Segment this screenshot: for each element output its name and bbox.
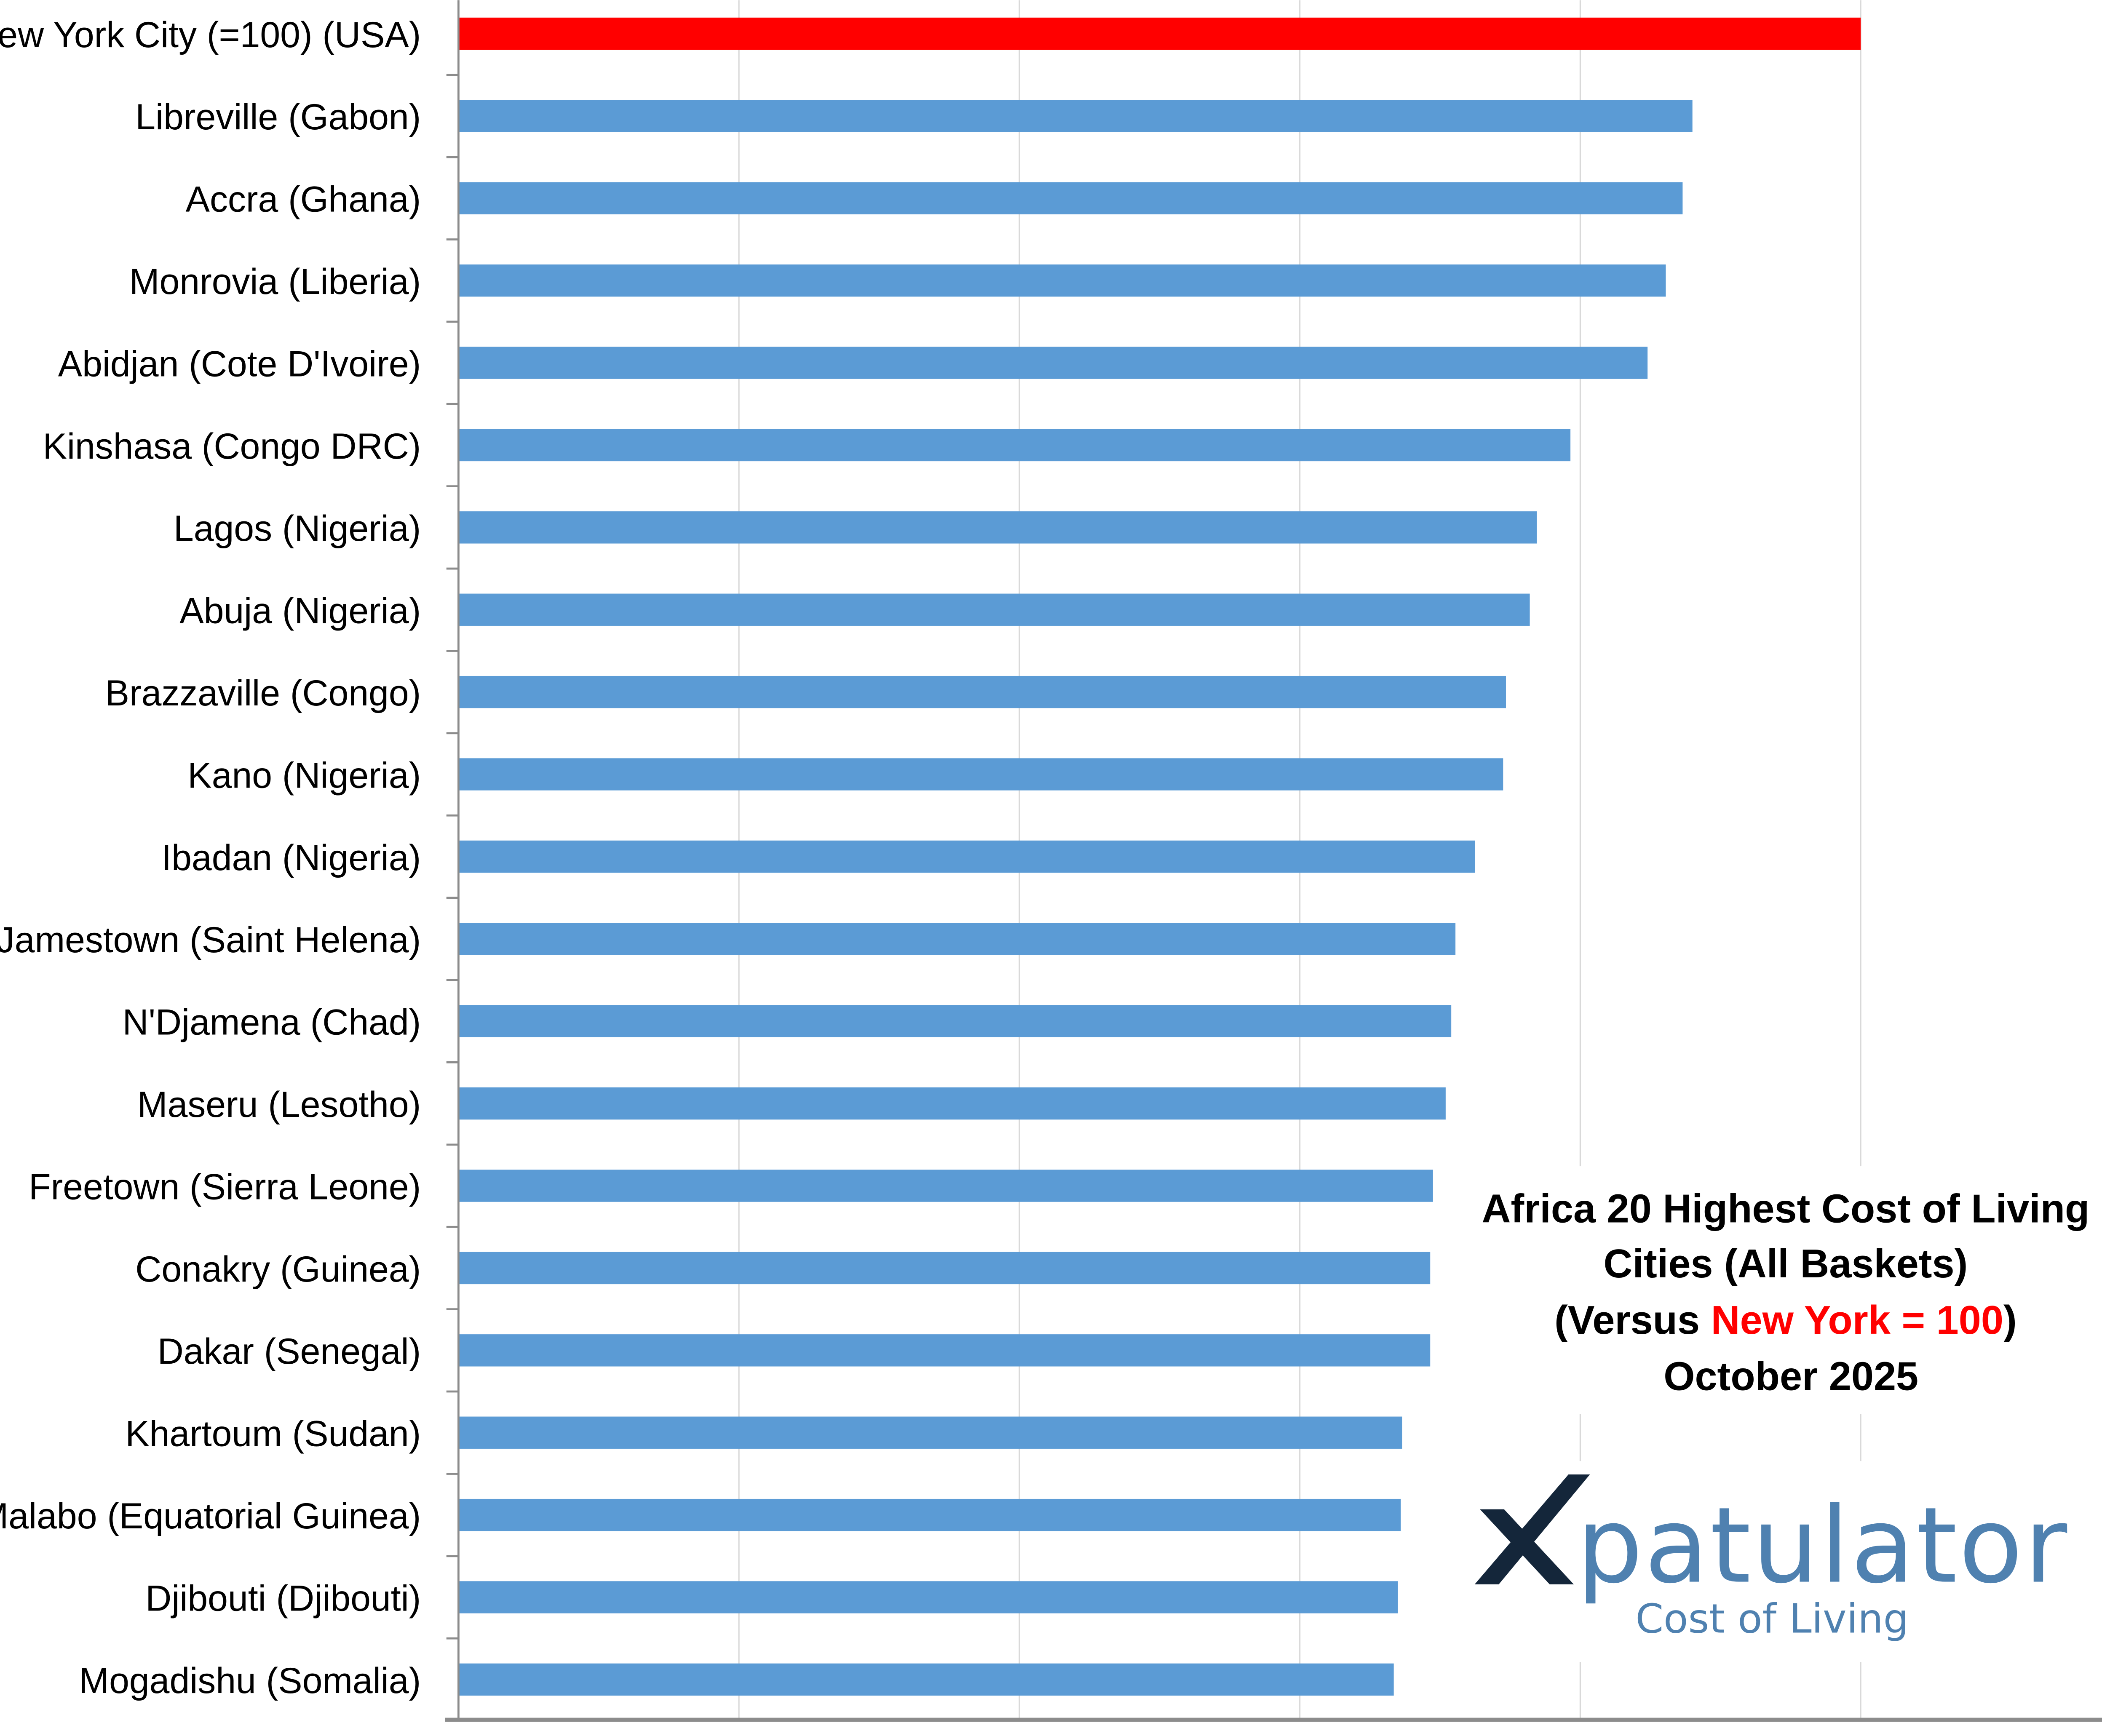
- bar: [458, 923, 1456, 955]
- title-highlight: New York = 100: [1711, 1298, 2003, 1343]
- bar: [458, 511, 1537, 544]
- bar: [458, 429, 1571, 462]
- bar: [458, 264, 1666, 297]
- category-label: Kinshasa (Congo DRC): [43, 426, 421, 467]
- logo-x-stroke-2: [1480, 1509, 1574, 1584]
- axes: [445, 0, 2102, 1722]
- bar: [458, 1334, 1431, 1367]
- category-label: Malabo (Equatorial Guinea): [0, 1496, 421, 1536]
- bar: [458, 840, 1475, 873]
- category-label: N'Djamena (Chad): [123, 1002, 421, 1043]
- bar: [458, 182, 1683, 214]
- category-label: Monrovia (Liberia): [129, 262, 421, 302]
- category-label: Dakar (Senegal): [158, 1331, 421, 1372]
- bar: [458, 758, 1503, 791]
- category-label: Conakry (Guinea): [135, 1249, 421, 1290]
- bar: [458, 100, 1693, 132]
- bar: [458, 1170, 1433, 1202]
- xpatulator-logo: patulator Cost of Living: [1461, 1461, 2102, 1662]
- category-label: Abidjan (Cote D'Ivoire): [58, 344, 421, 384]
- category-label: Jamestown (Saint Helena): [0, 920, 421, 960]
- bar: [458, 1581, 1398, 1613]
- bar: [458, 1498, 1401, 1531]
- bar: [458, 1005, 1452, 1037]
- category-label: Libreville (Gabon): [135, 97, 421, 137]
- category-label: Accra (Ghana): [186, 179, 421, 220]
- bar: [458, 1087, 1446, 1120]
- category-label: Maseru (Lesotho): [137, 1084, 421, 1125]
- bar: [458, 593, 1530, 626]
- bar: [458, 676, 1506, 708]
- logo-brand: patulator: [1577, 1485, 2068, 1607]
- category-label: Abuja (Nigeria): [179, 591, 421, 631]
- logo-tagline: Cost of Living: [1636, 1595, 1909, 1643]
- bar: [458, 1416, 1402, 1449]
- category-labels: New York City (=100) (USA) Libreville (Ga…: [0, 15, 421, 1701]
- category-label: Mogadishu (Somalia): [79, 1661, 421, 1701]
- category-label: Lagos (Nigeria): [174, 508, 421, 549]
- bar: [458, 17, 1861, 50]
- title-line-1: Africa 20 Highest Cost of Living: [1482, 1187, 2090, 1231]
- category-label: Djibouti (Djibouti): [145, 1578, 421, 1618]
- category-label: Freetown (Sierra Leone): [29, 1167, 421, 1207]
- category-label: New York City (=100) (USA): [0, 15, 421, 55]
- bar: [458, 1252, 1431, 1285]
- category-label: Khartoum (Sudan): [125, 1414, 421, 1454]
- title-line-4: October 2025: [1663, 1354, 1918, 1399]
- bar: [458, 1663, 1394, 1696]
- title-suffix: ): [2003, 1298, 2017, 1343]
- bars: [458, 17, 1861, 1696]
- chart-title: Africa 20 Highest Cost of Living Cities …: [1468, 1166, 2102, 1414]
- title-line-2: Cities (All Baskets): [1604, 1242, 1968, 1286]
- title-prefix: (Versus: [1554, 1298, 1711, 1343]
- logo-x-stroke-1: [1474, 1474, 1590, 1584]
- category-label: Brazzaville (Congo): [105, 673, 421, 713]
- bar: [458, 347, 1648, 379]
- category-label: Ibadan (Nigeria): [161, 838, 421, 878]
- title-line-3: (Versus New York = 100): [1554, 1298, 2017, 1343]
- category-label: Kano (Nigeria): [187, 755, 421, 796]
